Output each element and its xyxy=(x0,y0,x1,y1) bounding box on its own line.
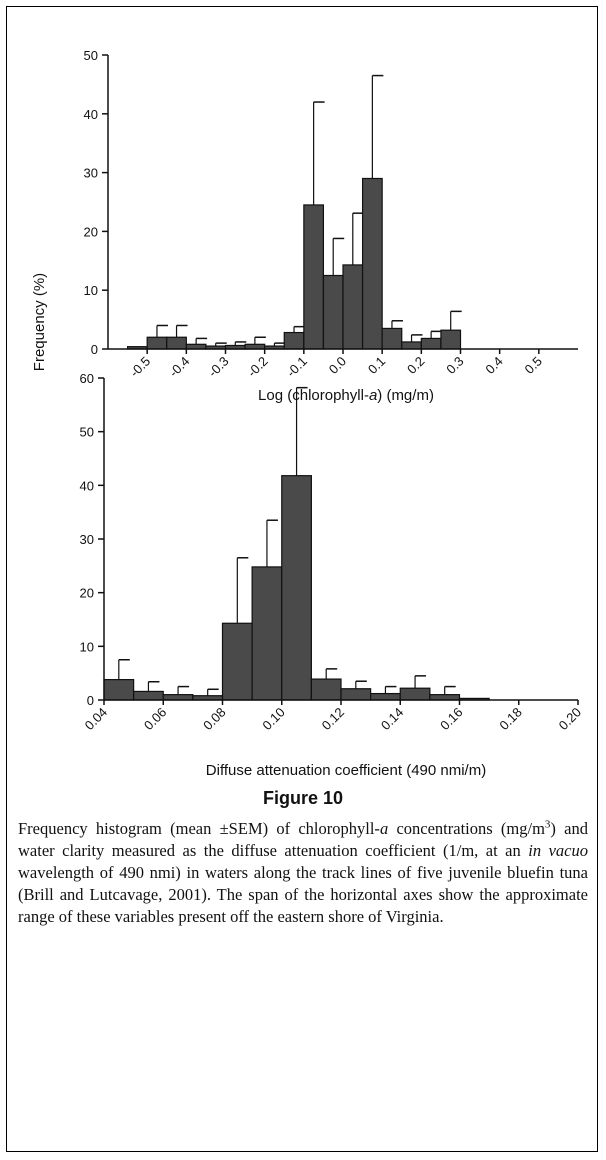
x-axis-label-part: a xyxy=(369,387,377,404)
bar xyxy=(133,690,164,701)
x-tick-label: -0.2 xyxy=(244,354,270,380)
y-tick-label: 10 xyxy=(84,283,98,298)
x-tick-label: 0.04 xyxy=(82,705,111,734)
y-tick-label: 20 xyxy=(84,224,98,239)
x-tick-label: 0.08 xyxy=(200,705,229,734)
bar xyxy=(342,264,364,350)
figure-title: Figure 10 xyxy=(262,788,344,808)
x-tick-label: -0.3 xyxy=(205,354,231,380)
bar xyxy=(401,341,422,350)
x-axis-label-part: Log (chlorophyll- xyxy=(258,387,369,404)
x-axis-label: Log (chlorophyll-a) (mg/m) xyxy=(258,387,434,404)
bar xyxy=(103,679,135,701)
caption-part: in vacuo xyxy=(528,841,588,860)
x-tick-label: 0.4 xyxy=(482,354,505,377)
bar xyxy=(399,687,431,701)
y-axis-label: Frequency (%) xyxy=(31,273,48,371)
y-tick-label: 50 xyxy=(80,425,94,440)
bar xyxy=(361,177,383,350)
chart-attenuation: 0 10 20 30 40 50 60 0.04 0.06 0.08 0.10 0.12 0.14 0.1… xyxy=(80,371,585,779)
y-tick-label: 30 xyxy=(84,166,98,181)
figure-charts: 0 10 20 30 40 50 -0.5 -0.4 -0.3 -0.2 -0.1 0.0 0.1 0.2… xyxy=(31,48,585,779)
caption-part: Frequency histogram (mean ±SEM) of chlor… xyxy=(18,819,380,838)
y-tick-label: 40 xyxy=(84,107,98,122)
x-tick-label: 0.2 xyxy=(404,354,427,377)
bar xyxy=(440,329,462,350)
figure-caption: Frequency histogram (mean ±SEM) of chlor… xyxy=(18,818,588,928)
y-tick-label: 30 xyxy=(80,532,94,547)
bar xyxy=(283,331,305,350)
caption-part: ) and water clarity measured as the diff… xyxy=(18,819,588,860)
caption-part: 3 xyxy=(544,818,551,831)
x-tick-label: 0.3 xyxy=(443,354,466,377)
caption-part: a xyxy=(379,819,389,838)
x-tick-label: -0.1 xyxy=(284,354,310,380)
x-tick-label: 0.5 xyxy=(522,354,545,377)
y-tick-label: 0 xyxy=(87,693,94,708)
y-tick-label: 50 xyxy=(84,48,98,63)
caption-part: concentrations (mg/m xyxy=(388,819,545,838)
chart-chlorophyll: 0 10 20 30 40 50 -0.5 -0.4 -0.3 -0.2 -0.1 0.0 0.1 0.2… xyxy=(84,48,578,404)
bar xyxy=(420,337,442,350)
bar xyxy=(162,694,194,701)
bar xyxy=(281,475,312,701)
y-tick-label: 40 xyxy=(80,478,94,493)
x-axis-label: Diffuse attenuation coefficient (490 nmi… xyxy=(206,762,486,779)
bar xyxy=(310,678,342,701)
x-tick-label: 0.0 xyxy=(326,354,349,377)
figure-frame xyxy=(6,6,598,1152)
y-tick-label: 20 xyxy=(80,586,94,601)
bar xyxy=(221,622,253,701)
bar xyxy=(146,336,168,350)
bar xyxy=(381,327,403,350)
x-tick-label: 0.12 xyxy=(319,705,348,734)
bar xyxy=(370,692,401,701)
bar xyxy=(166,336,187,350)
y-tick-label: 60 xyxy=(80,371,94,386)
x-tick-label: -0.4 xyxy=(166,354,192,380)
y-tick-label: 0 xyxy=(91,342,98,357)
x-tick-label: 0.14 xyxy=(378,705,407,734)
x-tick-label: 0.06 xyxy=(141,705,170,734)
bar xyxy=(340,688,372,701)
bar xyxy=(322,274,344,350)
bar xyxy=(251,566,283,701)
bar xyxy=(303,204,325,350)
x-tick-label: 0.10 xyxy=(259,705,288,734)
x-tick-label: 0.20 xyxy=(556,705,585,734)
x-tick-label: -0.5 xyxy=(127,354,153,380)
y-tick-label: 10 xyxy=(80,639,94,654)
x-tick-label: 0.1 xyxy=(365,354,388,377)
caption-part: wavelength of 490 nmi) in waters along t… xyxy=(18,863,588,926)
x-axis-label-part: ) (mg/m) xyxy=(377,387,434,404)
bar xyxy=(429,694,461,701)
x-tick-label: 0.16 xyxy=(437,705,466,734)
x-tick-label: 0.18 xyxy=(496,705,525,734)
